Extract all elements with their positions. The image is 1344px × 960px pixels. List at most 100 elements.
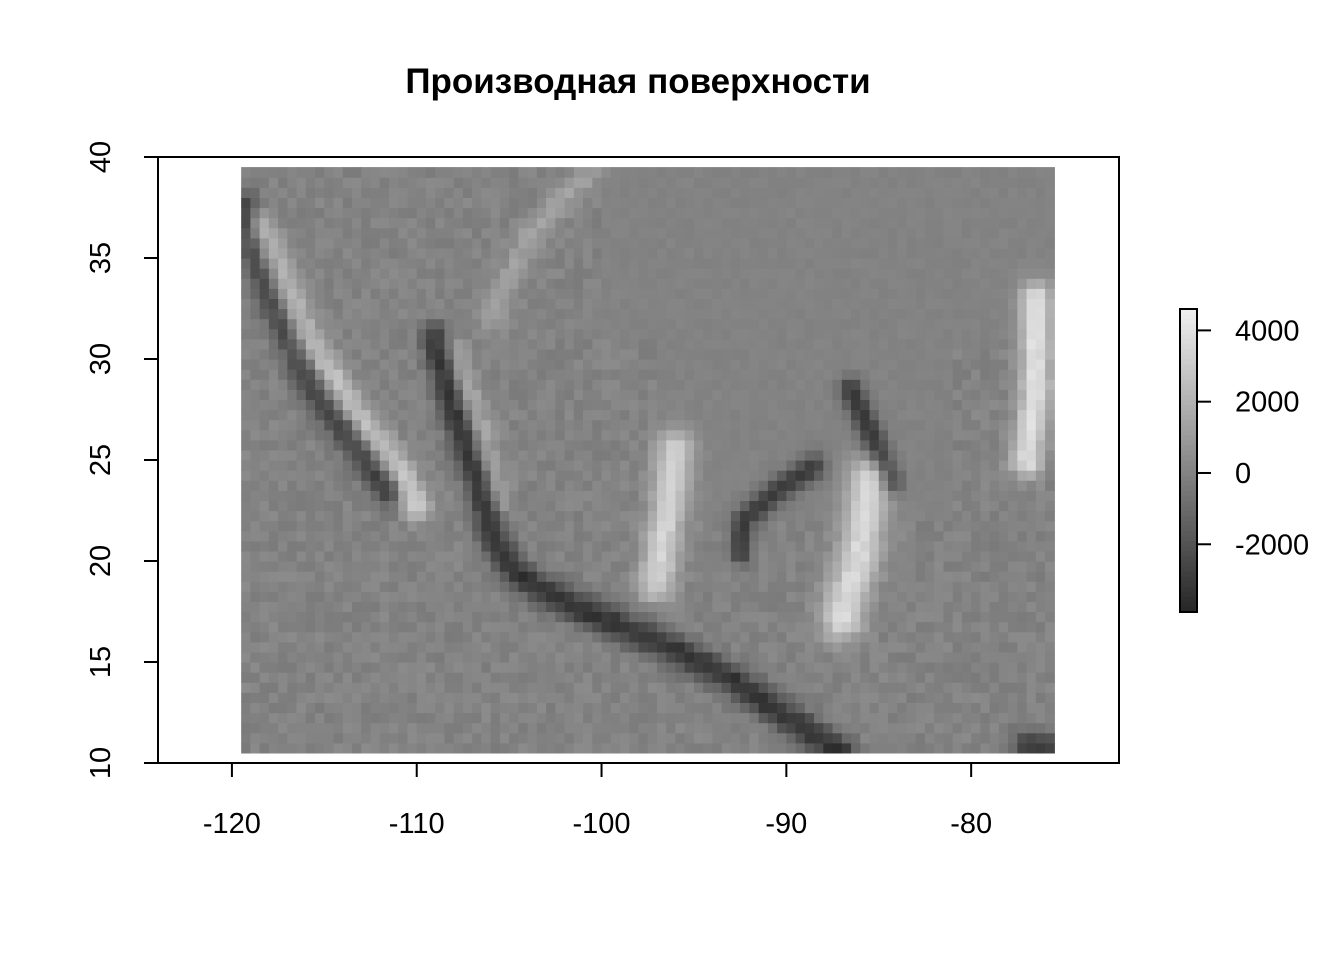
raster-cell	[481, 732, 492, 744]
raster-cell	[416, 692, 427, 703]
raster-cell	[703, 672, 714, 683]
raster-cell	[352, 601, 362, 613]
raster-cell	[804, 480, 815, 491]
raster-cell	[481, 389, 492, 400]
raster-cell	[860, 591, 871, 602]
raster-cell	[740, 419, 750, 431]
raster-cell	[647, 530, 658, 542]
raster-cell	[425, 732, 436, 744]
raster-cell	[536, 217, 547, 229]
raster-cell	[333, 480, 344, 491]
raster-cell	[841, 520, 852, 532]
raster-cell	[823, 268, 834, 279]
raster-cell	[703, 520, 714, 532]
raster-cell	[795, 348, 806, 360]
raster-cell	[897, 419, 908, 431]
raster-cell	[620, 641, 630, 653]
raster-cell	[342, 712, 353, 724]
raster-cell	[490, 328, 501, 340]
raster-cell	[675, 732, 686, 744]
raster-cell	[721, 651, 732, 663]
raster-cell	[527, 631, 538, 643]
raster-cell	[915, 227, 926, 239]
raster-cell	[998, 197, 1009, 209]
raster-cell	[924, 682, 935, 693]
raster-cell	[361, 561, 372, 572]
raster-cell	[305, 409, 316, 421]
raster-cell	[389, 530, 399, 542]
raster-cell	[601, 399, 612, 411]
raster-cell	[980, 540, 991, 552]
raster-cell	[943, 662, 954, 673]
raster-cell	[546, 177, 556, 188]
raster-cell	[804, 460, 815, 471]
raster-cell	[906, 601, 917, 613]
raster-cell	[786, 308, 797, 320]
raster-cell	[462, 167, 473, 178]
raster-cell	[425, 510, 436, 522]
raster-cell	[693, 237, 704, 249]
raster-cell	[398, 369, 409, 380]
raster-cell	[786, 480, 797, 491]
raster-cell	[481, 217, 492, 229]
raster-cell	[389, 480, 399, 491]
raster-cell	[693, 662, 704, 673]
raster-cell	[573, 561, 584, 572]
raster-cell	[444, 379, 455, 390]
raster-cell	[499, 550, 510, 562]
raster-cell	[407, 460, 418, 471]
raster-cell	[887, 308, 898, 320]
raster-cell	[961, 278, 972, 289]
raster-cell	[315, 621, 325, 633]
raster-cell	[721, 480, 732, 491]
raster-cell	[961, 742, 972, 754]
raster-cell	[730, 702, 741, 714]
raster-cell	[296, 449, 307, 461]
raster-cell	[250, 399, 261, 411]
raster-cell	[777, 611, 787, 623]
raster-cell	[509, 197, 519, 209]
raster-cell	[795, 268, 806, 279]
raster-cell	[509, 359, 519, 370]
raster-cell	[971, 520, 981, 532]
raster-cell	[934, 237, 945, 249]
raster-cell	[860, 540, 871, 552]
raster-cell	[934, 439, 945, 451]
raster-cell	[379, 601, 390, 613]
raster-cell	[1008, 581, 1018, 592]
raster-cell	[795, 742, 806, 754]
raster-cell	[250, 268, 261, 279]
raster-cell	[795, 581, 806, 592]
raster-cell	[712, 540, 723, 552]
raster-cell	[675, 540, 686, 552]
raster-cell	[315, 328, 325, 340]
raster-cell	[924, 177, 935, 188]
raster-cell	[851, 550, 861, 562]
raster-cell	[869, 702, 880, 714]
raster-cell	[278, 682, 288, 693]
raster-cell	[509, 288, 519, 299]
raster-cell	[934, 712, 945, 724]
raster-cell	[268, 530, 279, 542]
raster-cell	[656, 571, 667, 582]
raster-cell	[342, 278, 353, 289]
raster-cell	[509, 510, 519, 522]
raster-cell	[721, 449, 732, 461]
raster-cell	[786, 237, 797, 249]
raster-cell	[573, 601, 584, 613]
raster-cell	[462, 258, 473, 269]
raster-cell	[749, 247, 760, 259]
raster-cell	[777, 439, 787, 451]
raster-cell	[259, 298, 270, 310]
raster-cell	[878, 490, 889, 501]
raster-cell	[952, 732, 963, 744]
raster-cell	[324, 389, 335, 400]
raster-cell	[361, 490, 372, 501]
raster-cell	[499, 359, 510, 370]
raster-cell	[841, 379, 852, 390]
raster-cell	[684, 742, 695, 754]
raster-cell	[804, 561, 815, 572]
raster-cell	[601, 419, 612, 431]
raster-cell	[851, 227, 861, 239]
raster-cell	[712, 348, 723, 360]
